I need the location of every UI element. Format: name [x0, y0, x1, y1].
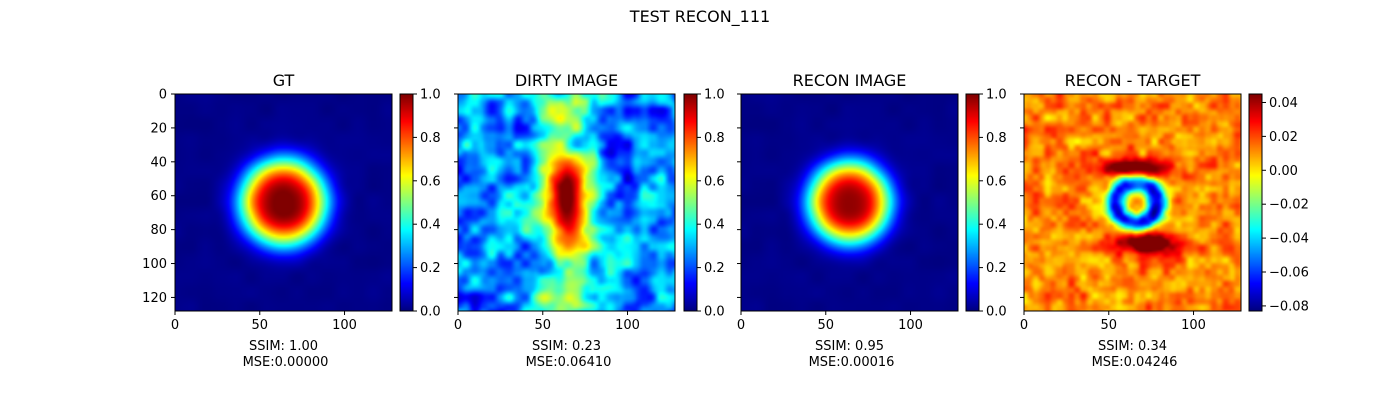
colorbar-tick-label: 0.04	[1269, 96, 1298, 111]
ssim-caption: SSIM: 0.95	[815, 339, 884, 354]
y-tick-label: 60	[150, 189, 167, 204]
panel-1: GT 0 50 100 0 20 40 60 80 100 120 0.0 0.2 0.4 0.6 0.8 1.…	[142, 71, 441, 370]
figure-suptitle: TEST RECON_111	[629, 7, 770, 27]
x-tick-label: 100	[332, 318, 357, 333]
panel-title: RECON - TARGET	[1065, 71, 1201, 90]
heatmap-image	[741, 94, 958, 311]
x-tick-label: 100	[615, 318, 640, 333]
colorbar-tick-label: −0.08	[1269, 299, 1309, 314]
colorbar-tick-label: 0.8	[986, 131, 1007, 146]
x-tick-label: 50	[817, 318, 834, 333]
colorbar-tick-label: 0.0	[420, 305, 441, 320]
panel-title: RECON IMAGE	[793, 71, 907, 90]
heatmap-image	[458, 94, 675, 311]
panel-title: GT	[273, 71, 295, 90]
x-tick-label: 100	[898, 318, 923, 333]
y-tick-label: 0	[159, 88, 167, 103]
colorbar-tick-label: 0.4	[420, 218, 441, 233]
colorbar-tick-label: 0.6	[704, 174, 725, 189]
colorbar-tick-label: 0.8	[704, 131, 725, 146]
x-tick-label: 0	[737, 318, 745, 333]
colorbar-tick-label: 0.02	[1269, 130, 1298, 145]
colorbar-tick-label: 0.6	[986, 174, 1007, 189]
colorbar-gradient	[1249, 94, 1262, 311]
colorbar-frame	[683, 93, 698, 312]
axes-frame	[740, 93, 959, 312]
colorbar-tick-label: 0.0	[986, 305, 1007, 320]
y-tick-label: 80	[150, 223, 167, 238]
y-tick-label: 100	[142, 257, 167, 272]
x-tick-label: 0	[1020, 318, 1028, 333]
heatmap-image	[1024, 94, 1241, 311]
mse-caption: MSE:0.00000	[243, 355, 329, 370]
x-tick-label: 100	[1181, 318, 1206, 333]
ssim-caption: SSIM: 0.23	[532, 339, 601, 354]
x-tick-label: 50	[251, 318, 268, 333]
colorbar-tick-label: −0.06	[1269, 266, 1309, 281]
heatmap-image	[175, 94, 392, 311]
colorbar-gradient	[400, 94, 413, 311]
colorbar-tick-label: 0.4	[986, 218, 1007, 233]
mse-caption: MSE:0.04246	[1092, 355, 1178, 370]
colorbar-gradient	[966, 94, 979, 311]
x-tick-label: 0	[171, 318, 179, 333]
x-tick-label: 0	[454, 318, 462, 333]
axes-frame	[457, 93, 676, 312]
colorbar-tick-label: 0.0	[704, 305, 725, 320]
colorbar-tick-label: 0.00	[1269, 164, 1298, 179]
panel-3: RECON IMAGE 0 50 100 0.0 0.2 0.4 0.6 0.8 1.0 SSIM:…	[737, 71, 1007, 370]
y-tick-label: 20	[150, 121, 167, 136]
colorbar-tick-label: 1.0	[986, 88, 1007, 103]
colorbar-frame	[399, 93, 414, 312]
colorbar-frame	[1248, 93, 1263, 312]
y-tick-label: 120	[142, 291, 167, 306]
colorbar-tick-label: −0.04	[1269, 232, 1309, 247]
panel-2: DIRTY IMAGE 0 50 100 0.0 0.2 0.4 0.6 0.8 1.0 SSIM:…	[454, 71, 725, 370]
colorbar-gradient	[684, 94, 697, 311]
colorbar-frame	[965, 93, 980, 312]
colorbar-tick-label: 0.8	[420, 131, 441, 146]
x-tick-label: 50	[534, 318, 551, 333]
colorbar-tick-label: 1.0	[704, 88, 725, 103]
colorbar-tick-label: 0.2	[420, 261, 441, 276]
ssim-caption: SSIM: 1.00	[249, 339, 318, 354]
colorbar-tick-label: 1.0	[420, 88, 441, 103]
colorbar-tick-label: 0.6	[420, 174, 441, 189]
x-tick-label: 50	[1100, 318, 1117, 333]
axes-frame	[174, 93, 393, 312]
y-tick-label: 40	[150, 155, 167, 170]
ssim-caption: SSIM: 0.34	[1098, 339, 1167, 354]
axes-frame	[1023, 93, 1242, 312]
panel-4: RECON - TARGET 0 50 100 −0.08 −0.06 −0.04 −0.02…	[1020, 71, 1309, 370]
mse-caption: MSE:0.06410	[526, 355, 612, 370]
colorbar-tick-label: −0.02	[1269, 198, 1309, 213]
colorbar-tick-label: 0.2	[704, 261, 725, 276]
panel-title: DIRTY IMAGE	[515, 71, 618, 90]
colorbar-tick-label: 0.2	[986, 261, 1007, 276]
colorbar-tick-label: 0.4	[704, 218, 725, 233]
mse-caption: MSE:0.00016	[809, 355, 895, 370]
